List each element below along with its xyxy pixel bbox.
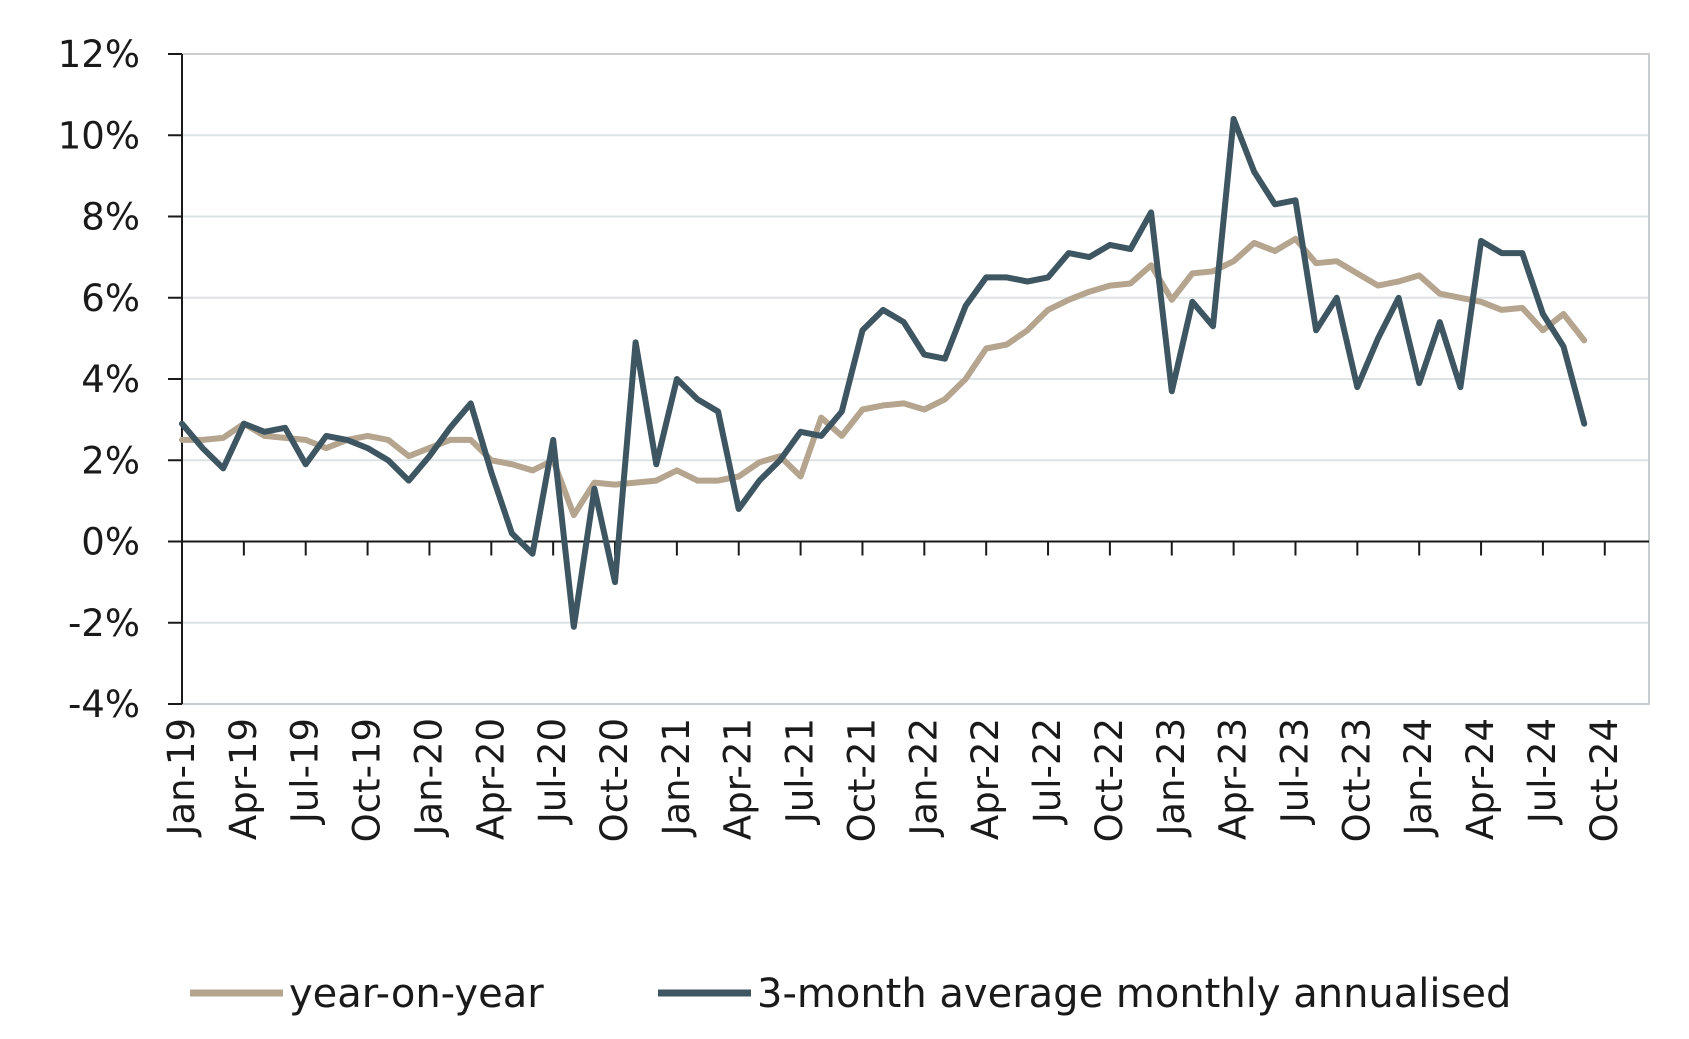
x-tick-label: Apr-21 [717,718,760,840]
x-tick-label: Oct-23 [1335,718,1378,842]
series-line-year-on-year [179,235,1588,519]
x-tick-label: Oct-22 [1088,718,1131,842]
x-tick-label: Oct-24 [1583,718,1626,842]
x-tick-label: Jan-21 [655,718,698,837]
x-tick-label: Jan-24 [1397,718,1440,837]
legend: year-on-year 3-month average monthly ann… [190,971,1511,1017]
x-tick-label: Jan-19 [160,718,203,837]
x-tick-label: Jul-19 [284,718,327,825]
x-tick-label: Jul-24 [1521,718,1564,825]
y-tick-label: 6% [81,277,140,320]
x-tick-label: Apr-24 [1459,718,1502,840]
x-tick-label: Jul-23 [1273,718,1316,825]
y-tick-label: 0% [81,521,140,564]
x-tick-label: Apr-20 [469,718,512,840]
x-tick-label: Jan-20 [407,718,450,837]
y-tick-label: -2% [68,602,140,645]
x-tick-label: Oct-20 [593,718,636,842]
x-tick-label: Jul-20 [531,718,574,825]
legend-label-year-on-year: year-on-year [289,971,544,1017]
x-tick-label: Apr-19 [222,718,265,840]
x-tick-label: Jan-23 [1150,718,1193,837]
x-axis-ticks: Jan-19 Apr-19 Jul-19 Oct-19 Jan-20 Apr-20 Jul-… [160,541,1626,842]
y-tick-label: 10% [58,114,140,157]
x-tick-label: Apr-22 [964,718,1007,840]
y-tick-label: 12% [58,33,140,76]
x-tick-label: Jul-21 [779,718,822,825]
y-tick-label: 8% [81,196,140,239]
x-tick-label: Oct-19 [346,718,389,842]
y-axis-ticks: -4% -2% 0% 2% 4% 6% 8% 10% 12% [58,33,182,726]
series-lines [179,116,1588,630]
x-tick-label: Jan-22 [902,718,945,837]
y-tick-label: 2% [81,439,140,482]
series-line-3-month [179,116,1588,630]
x-tick-label: Oct-21 [840,718,883,842]
y-tick-label: 4% [81,358,140,401]
y-tick-label: -4% [68,683,140,726]
legend-label-3-month: 3-month average monthly annualised [757,971,1511,1017]
x-tick-label: Apr-23 [1212,718,1255,840]
x-tick-label: Jul-22 [1026,718,1069,825]
